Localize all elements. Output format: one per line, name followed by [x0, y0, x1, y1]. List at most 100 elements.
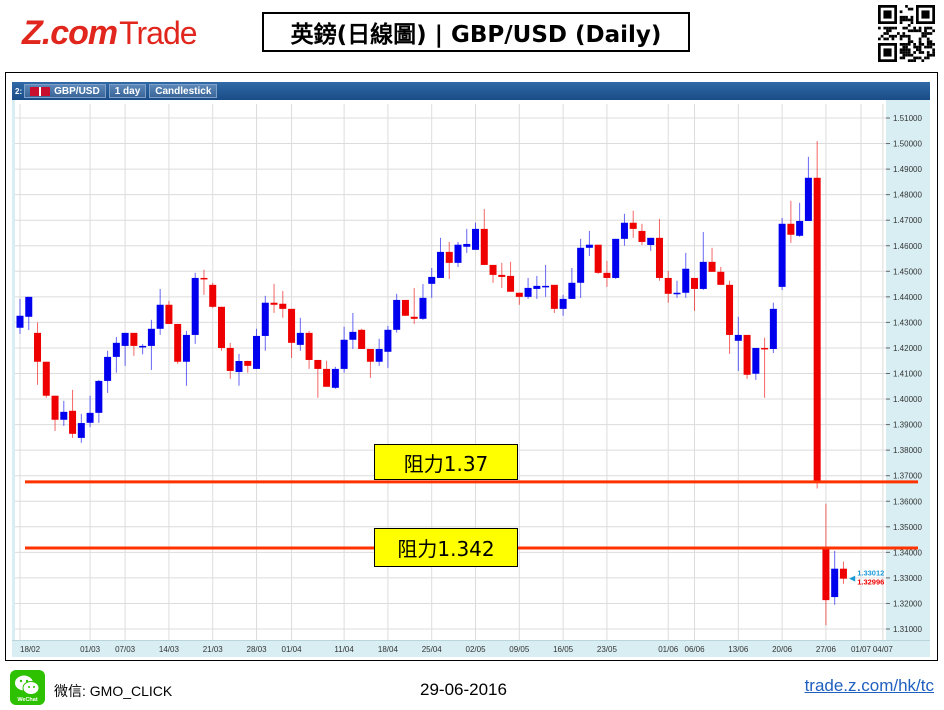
candle-body-26/02: [69, 410, 77, 434]
y-tick-label: 1.50000: [893, 140, 922, 149]
candle-body-10/06: [726, 284, 734, 335]
candle-body-06/05: [507, 275, 515, 292]
candle-body-20/05: [594, 244, 602, 273]
price-axis: [886, 100, 930, 656]
candle-body-05/04: [305, 332, 313, 360]
website-link[interactable]: trade.z.com/hk/tc: [804, 676, 934, 695]
x-tick-label: 14/03: [159, 645, 180, 654]
x-tick-label: 01/04: [282, 645, 303, 654]
candle-body-10/05: [524, 287, 532, 297]
candle-body-25/02: [60, 411, 68, 420]
chart-index: 2:: [15, 86, 23, 96]
candle-body-29/03: [261, 302, 269, 336]
candle-body-09/05: [515, 292, 523, 297]
candle-body-12/04: [349, 331, 357, 340]
interval-button[interactable]: 1 day: [108, 84, 147, 98]
candle-body-28/06: [831, 568, 839, 598]
candle-body-30/03: [270, 302, 278, 305]
candle-body-25/04: [428, 276, 436, 284]
y-tick-label: 1.38000: [893, 446, 922, 455]
current-ask-label: 1.32996: [857, 578, 884, 587]
candle-body-16/03: [182, 334, 190, 362]
y-tick-label: 1.49000: [893, 165, 922, 174]
x-tick-label: 18/04: [378, 645, 399, 654]
y-tick-label: 1.34000: [893, 548, 922, 557]
chart-frame: [5, 72, 938, 661]
candle-body-27/06: [822, 547, 830, 601]
candle-body-23/03: [226, 347, 234, 371]
current-bid-label: 1.33012: [857, 569, 884, 578]
symbol-label: GBP/USD: [54, 86, 100, 97]
chart-type-button[interactable]: Candlestick: [149, 84, 218, 98]
resistance-label-2: 阻力1.342: [374, 528, 518, 567]
candle-body-22/04: [419, 297, 427, 319]
x-tick-label: 18/02: [20, 645, 41, 654]
candle-body-24/02: [51, 395, 59, 420]
x-tick-label: 25/04: [422, 645, 443, 654]
y-tick-label: 1.33000: [893, 574, 922, 583]
candle-body-11/03: [156, 304, 164, 329]
candle-body-07/04: [323, 368, 331, 387]
y-tick-label: 1.41000: [893, 370, 922, 379]
x-tick-label: 06/06: [685, 645, 706, 654]
candle-body-01/04: [288, 308, 296, 343]
candle-body-11/04: [340, 339, 348, 369]
candle-body-17/03: [191, 277, 199, 335]
report-date: 29-06-2016: [420, 680, 507, 699]
candle-body-20/04: [401, 299, 409, 316]
candle-body-18/03: [200, 277, 208, 280]
x-tick-label: 01/06: [658, 645, 679, 654]
candle-body-24/06: [813, 177, 821, 481]
candle-body-15/06: [752, 347, 760, 374]
y-tick-label: 1.46000: [893, 242, 922, 251]
candle-body-03/03: [104, 356, 112, 381]
candle-body-19/04: [393, 299, 401, 330]
x-tick-label: 09/05: [509, 645, 530, 654]
candle-body-09/06: [717, 271, 725, 285]
x-tick-label: 11/04: [334, 645, 354, 654]
y-tick-label: 1.51000: [893, 114, 922, 123]
candle-body-22/02: [34, 332, 42, 362]
x-tick-label: 02/05: [466, 645, 487, 654]
candle-body-26/04: [436, 251, 444, 278]
candle-body-02/05: [472, 228, 480, 250]
x-tick-label: 04/07: [873, 645, 894, 654]
candle-body-02/06: [673, 292, 681, 295]
candle-body-20/06: [778, 223, 786, 287]
candle-body-19/05: [585, 244, 593, 248]
x-tick-label: 28/03: [247, 645, 268, 654]
candle-body-17/05: [568, 282, 576, 299]
candle-body-22/06: [796, 220, 804, 236]
wechat-icon[interactable]: WeChat: [10, 670, 45, 705]
candle-body-02/03: [95, 380, 103, 413]
candle-body-26/05: [629, 222, 637, 229]
wechat-id: 微信: GMO_CLICK: [54, 683, 173, 699]
candle-body-08/04: [331, 368, 339, 388]
candle-body-13/04: [358, 329, 366, 349]
chart-toolbar: 2: GBP/USD 1 day Candlestick: [12, 82, 930, 100]
candle-body-04/05: [489, 264, 497, 275]
candle-body-25/03: [244, 360, 252, 366]
x-tick-label: 13/06: [728, 645, 749, 654]
zcom-trade-logo: Z.com Trade: [22, 14, 198, 54]
page-title: 英鎊(日線圖) | GBP/USD (Daily): [262, 12, 690, 52]
y-tick-label: 1.36000: [893, 497, 922, 506]
time-axis: [12, 640, 930, 657]
y-tick-label: 1.45000: [893, 267, 922, 276]
symbol-button[interactable]: GBP/USD: [24, 84, 106, 98]
candle-body-29/04: [463, 243, 471, 247]
y-tick-label: 1.39000: [893, 421, 922, 430]
candle-body-01/06: [664, 277, 672, 294]
y-tick-label: 1.31000: [893, 625, 922, 634]
current-price-arrow-icon: [849, 575, 856, 582]
candle-body-07/06: [699, 261, 707, 289]
x-tick-label: 01/03: [80, 645, 101, 654]
candle-body-11/05: [533, 285, 541, 289]
candle-body-14/03: [165, 304, 173, 324]
y-tick-label: 1.37000: [893, 472, 922, 481]
candle-body-28/03: [253, 335, 261, 369]
candle-body-15/04: [375, 348, 383, 362]
candle-body-31/05: [655, 237, 663, 278]
candle-body-04/03: [112, 342, 120, 357]
